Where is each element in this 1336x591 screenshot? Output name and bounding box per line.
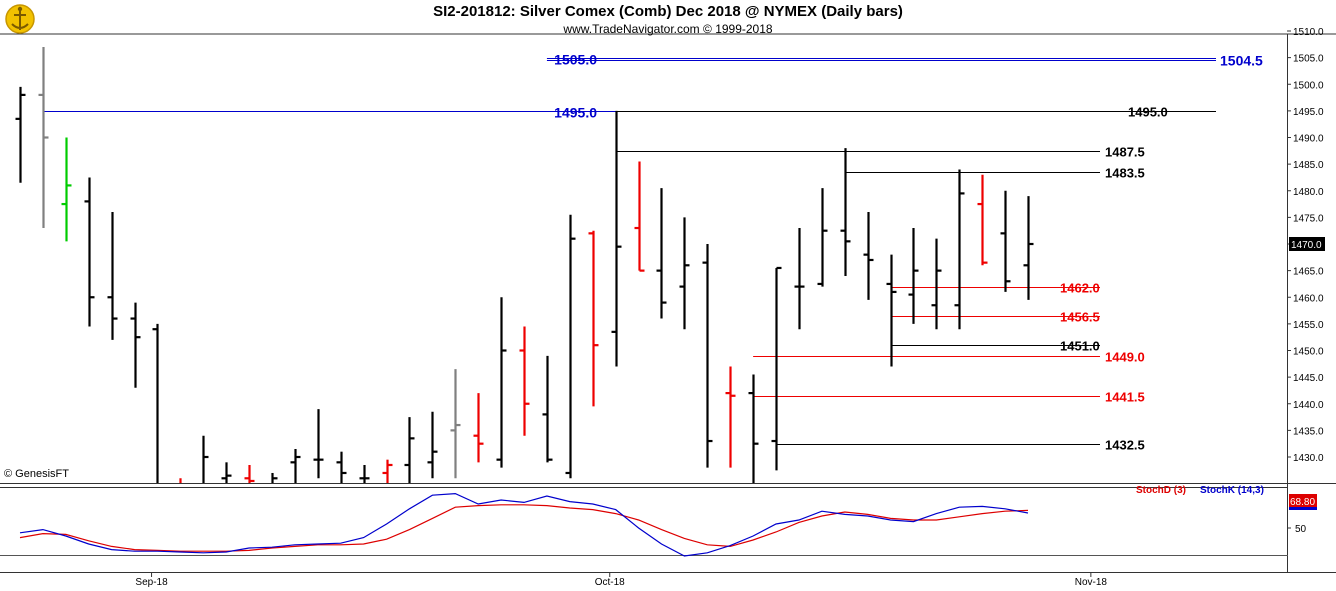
ohlc-bar: [244, 464, 255, 483]
y-axis-tick-label: 1445.0: [1293, 373, 1324, 384]
ohlc-bar: [565, 214, 576, 479]
chart-title: SI2-201812: Silver Comex (Comb) Dec 2018…: [433, 3, 903, 20]
ohlc-bar: [38, 46, 49, 229]
y-axis-tick-label: 1440.0: [1293, 400, 1324, 411]
ohlc-bar: [427, 411, 438, 479]
level-label: 1495.0: [1128, 105, 1168, 120]
ohlc-bar: [886, 254, 897, 367]
ohlc-bar: [271, 472, 278, 483]
price-y-axis: 1430.0 1435.0 1440.0 1445.0 1450.0 1455.0 1460…: [1287, 27, 1325, 464]
ohlc-bar: [107, 212, 118, 340]
stoch-value-badge: [1289, 494, 1317, 508]
stoch-d-line: [19, 504, 1029, 552]
ohlc-bar: [1000, 190, 1011, 292]
stoch-axis-tick-label: 50: [1295, 524, 1307, 535]
ohlc-bar: [359, 464, 370, 483]
watermark: © GenesisFT: [4, 468, 69, 480]
ohlc-bar: [496, 297, 507, 468]
last-price-label: 1470.0: [1291, 240, 1322, 251]
chart-subtitle: www.TradeNavigator.com © 1999-2018: [563, 22, 773, 36]
level-label: 1451.0: [1060, 339, 1100, 354]
ohlc-bar: [336, 451, 347, 483]
last-price-badge: [1289, 237, 1325, 251]
ohlc-bar: [725, 366, 736, 468]
y-axis-tick-label: 1500.0: [1293, 80, 1324, 91]
support-resistance-levels: 1505.0 1504.5 1495.0 1495.0 1487.5 1483.5 1462…: [42, 52, 1263, 453]
ohlc-bar: [382, 459, 393, 483]
y-axis-tick-label: 1455.0: [1293, 320, 1324, 331]
ohlc-bar: [863, 212, 874, 300]
y-axis-tick-label: 1480.0: [1293, 187, 1324, 198]
y-axis-tick-label: 1490.0: [1293, 134, 1324, 145]
level-label: 1487.5: [1105, 145, 1145, 160]
y-axis-tick-label: 1465.0: [1293, 267, 1324, 278]
stoch-k-legend: StochK (14,3): [1200, 485, 1264, 496]
ohlc-bar: [679, 217, 690, 330]
x-axis-tick-label: Oct-18: [595, 577, 625, 588]
ohlc-bar: [404, 417, 415, 483]
y-axis-tick-label: 1475.0: [1293, 213, 1324, 224]
ohlc-bar: [202, 435, 209, 483]
ohlc-bar: [61, 137, 72, 242]
x-axis-tick-label: Nov-18: [1075, 577, 1108, 588]
level-label: 1449.0: [1105, 350, 1145, 365]
ohlc-bar: [794, 228, 805, 330]
level-label: 1495.0: [554, 105, 597, 121]
y-axis-tick-label: 1460.0: [1293, 293, 1324, 304]
ohlc-bar: [542, 355, 553, 463]
ohlc-bar: [519, 326, 530, 436]
stochastic-panel: StochD (3) StochK (14,3) 50 68.80: [19, 485, 1317, 557]
ohlc-bar: [908, 228, 919, 324]
ohlc-bar: [588, 230, 599, 407]
stoch-k-line: [19, 492, 1029, 557]
ohlc-bar: [473, 393, 484, 463]
ohlc-bar: [15, 86, 26, 183]
ohlc-bar: [817, 188, 828, 287]
y-axis-tick-label: 1505.0: [1293, 54, 1324, 65]
y-axis-tick-label: 1450.0: [1293, 347, 1324, 358]
ohlc-bar: [748, 374, 759, 483]
chart-frame: [0, 33, 1336, 573]
y-axis-tick-label: 1510.0: [1293, 27, 1324, 38]
y-axis-tick-label: 1495.0: [1293, 107, 1324, 118]
stoch-value-label: 68.80: [1290, 497, 1315, 508]
ohlc-bar: [152, 323, 159, 483]
ohlc-bar: [221, 462, 232, 483]
ohlc-bar: [954, 169, 965, 330]
level-label: 1462.0: [1060, 281, 1100, 296]
level-label: 1456.5: [1060, 310, 1100, 325]
ohlc-bar: [931, 238, 942, 330]
level-label: 1504.5: [1220, 53, 1263, 69]
level-label: 1505.0: [554, 52, 597, 68]
ohlc-bar: [313, 409, 324, 479]
ohlc-bar: [977, 174, 988, 266]
ohlc-bar: [702, 244, 713, 468]
x-axis-tick-label: Sep-18: [135, 577, 168, 588]
ohlc-bar: [84, 177, 95, 327]
ohlc-bar: [656, 188, 667, 319]
ohlc-bar: [840, 148, 851, 276]
stoch-value-badge-k: [1289, 507, 1317, 510]
ohlc-bar: [450, 369, 461, 479]
ohlc-bar: [130, 302, 141, 388]
date-x-axis: Sep-18 Oct-18 Nov-18: [135, 572, 1107, 588]
level-label: 1441.5: [1105, 390, 1145, 405]
ohlc-bar: [1023, 196, 1034, 300]
stoch-d-legend: StochD (3): [1136, 485, 1186, 496]
ohlc-bar: [771, 266, 782, 471]
y-axis-tick-label: 1430.0: [1293, 453, 1324, 464]
stochastic-lines: [19, 492, 1029, 557]
ohlc-bar: [611, 110, 622, 367]
y-axis-tick-label: 1435.0: [1293, 426, 1324, 437]
ohlc-bar: [290, 449, 301, 483]
y-axis-tick-label: 1485.0: [1293, 160, 1324, 171]
level-label: 1483.5: [1105, 166, 1145, 181]
trade-navigator-logo-icon: [3, 2, 37, 34]
ohlc-bar: [634, 161, 645, 272]
level-label: 1432.5: [1105, 438, 1145, 453]
price-bars: [15, 46, 1034, 483]
